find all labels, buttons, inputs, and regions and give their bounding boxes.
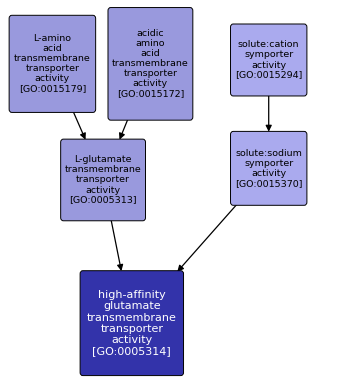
Text: L-amino
acid
transmembrane
transporter
activity
[GO:0015179]: L-amino acid transmembrane transporter a…	[14, 34, 91, 94]
FancyBboxPatch shape	[231, 24, 307, 96]
FancyBboxPatch shape	[231, 132, 307, 205]
Text: solute:sodium
symporter
activity
[GO:0015370]: solute:sodium symporter activity [GO:001…	[235, 149, 303, 188]
Text: acidic
amino
acid
transmembrane
transporter
activity
[GO:0015172]: acidic amino acid transmembrane transpor…	[112, 29, 189, 99]
Text: solute:cation
symporter
activity
[GO:0015294]: solute:cation symporter activity [GO:001…	[235, 40, 303, 80]
Text: high-affinity
glutamate
transmembrane
transporter
activity
[GO:0005314]: high-affinity glutamate transmembrane tr…	[87, 290, 177, 356]
FancyBboxPatch shape	[9, 15, 96, 112]
FancyBboxPatch shape	[108, 7, 193, 120]
FancyBboxPatch shape	[61, 139, 145, 221]
Text: L-glutamate
transmembrane
transporter
activity
[GO:0005313]: L-glutamate transmembrane transporter ac…	[65, 155, 142, 205]
FancyBboxPatch shape	[80, 271, 184, 375]
